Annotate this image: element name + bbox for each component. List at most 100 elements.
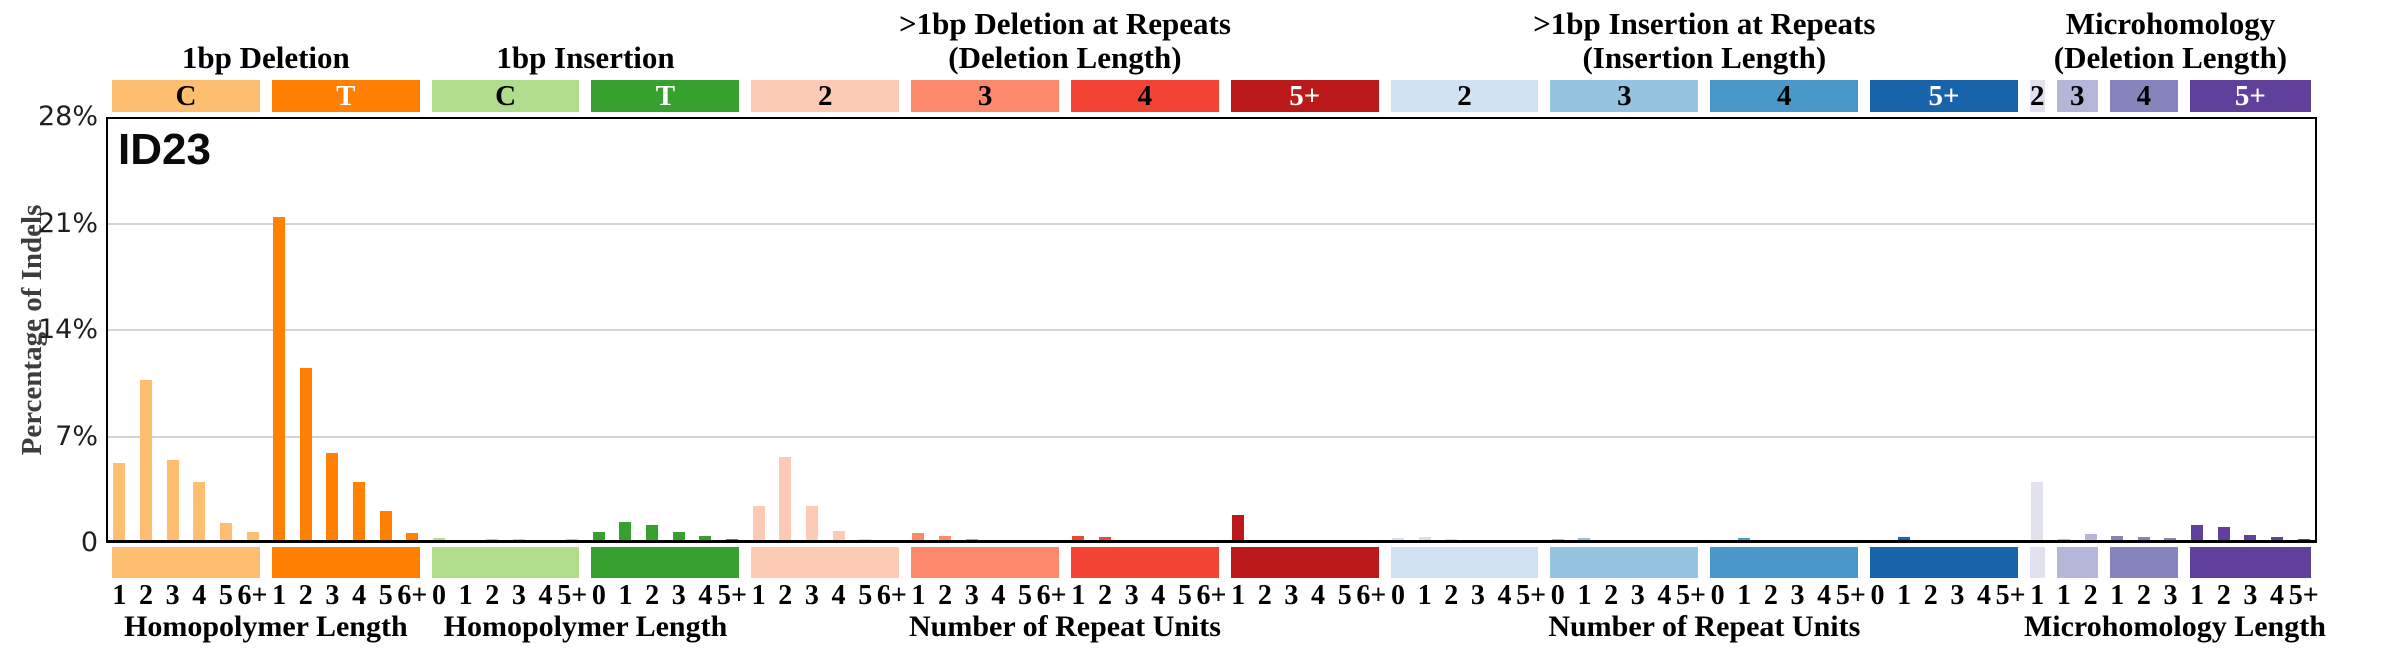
section-title: 1bp Insertion [496,40,675,76]
bar [166,460,179,541]
bar [2191,525,2204,541]
category-baseline-strip [2109,547,2178,578]
category-band-label: 3 [2069,79,2085,112]
x-tick-label: 1 [2056,580,2071,611]
bar [1098,537,1111,541]
x-tick-label: 2 [1604,580,1619,611]
x-tick-label: 3 [2163,580,2178,611]
x-tick-label: 4 [352,580,367,611]
x-tick-label: 3 [804,580,819,611]
x-tick-label: 6+ [1196,580,1227,611]
category-band-label: 2 [1457,79,1472,112]
category-band-label: 2 [2030,79,2045,112]
x-tick-label: 1 [1231,580,1246,611]
x-tick-label: 4 [1151,580,1166,611]
x-tick-label: 2 [1257,580,1272,611]
bar [1898,537,1911,541]
x-tick-label: 2 [2083,580,2098,611]
bar [859,538,872,541]
x-tick-label: 1 [1737,580,1752,611]
x-tick-label: 4 [698,580,713,611]
x-tick-label: 3 [671,580,686,611]
category-band-box: 4 [2109,80,2178,112]
x-tick-label: 3 [964,580,979,611]
x-tick-label: 6+ [1356,580,1387,611]
x-tick-label: 2 [778,580,793,611]
bar [752,506,765,541]
bar [246,531,259,541]
x-tick-label: 5 [858,580,873,611]
category-band-label: 3 [977,79,993,112]
category-band-box: 3 [1550,80,1699,112]
bar [2031,481,2044,541]
x-tick-label: 3 [1470,580,1485,611]
category-band-box: T [271,80,420,112]
category-band-box: 5+ [1230,79,1379,112]
x-tick-label: 3 [1630,580,1645,611]
x-tick-label: 5 [1177,580,1192,611]
x-tick-label: 0 [1550,580,1565,611]
category-band-box: C [431,80,580,112]
x-tick-label: 5+ [2288,580,2319,611]
bar [779,457,792,541]
x-tick-label: 1 [1417,580,1432,611]
x-tick-label: 1 [1071,580,1086,611]
bar [193,481,206,541]
bar [2084,534,2097,541]
bar [2111,536,2124,541]
x-tick-label: 2 [938,580,953,611]
category-baseline-strip [1070,547,1219,578]
bar [326,452,339,541]
bar [1418,537,1431,541]
x-tick-label: 6+ [876,580,907,611]
y-tick-label: 7% [55,420,98,452]
gridline [108,329,2315,331]
bar [432,537,445,541]
x-tick-label: 0 [1390,580,1405,611]
bar [1738,537,1751,541]
bar [2271,536,2284,541]
category-baseline-strip [591,547,740,578]
y-tick-label: 0 [80,527,98,558]
x-tick-label: 5 [378,580,393,611]
x-tick-label: 0 [431,580,446,611]
x-tick-label: 1 [2110,580,2125,611]
x-tick-label: 2 [1763,580,1778,611]
x-tick-label: 3 [1124,580,1139,611]
x-tick-label: 4 [2270,580,2285,611]
y-tick-label: 28% [37,101,98,132]
x-tick-label: 5+ [1835,580,1866,611]
y-tick-label: 21% [37,207,98,239]
category-band-box: 4 [1070,80,1219,112]
x-tick-label: 2 [2136,580,2151,611]
bar [113,463,126,541]
x-tick-label: 4 [991,580,1006,611]
bar [939,536,952,541]
category-baseline-strip [431,547,580,578]
x-tick-label: 4 [1817,580,1832,611]
x-tick-label: 1 [458,580,473,611]
category-band-label: 5+ [1928,79,1960,112]
bar [2164,537,2177,541]
category-band-label: T [655,79,676,112]
category-band-box: 4 [1710,80,1859,112]
gridline [108,222,2315,225]
bar [805,506,818,541]
category-band-box: 2 [1390,79,1539,112]
x-tick-label: 5+ [557,580,588,611]
bar [353,481,366,541]
sample-label: ID23 [118,125,211,174]
bar [1232,515,1245,541]
section-title: >1bp Insertion at Repeats (Insertion Len… [1533,5,1876,76]
category-baseline-strip [1230,547,1379,578]
category-band-label: 5+ [1289,79,1321,112]
category-band-box: 3 [911,80,1059,112]
x-tick-label: 1 [911,580,926,611]
category-band-box: 5+ [2189,80,2311,112]
bar [1072,535,1085,541]
bar [1578,538,1591,541]
x-tick-label: 6+ [1036,580,1067,611]
gridline [108,435,2315,438]
x-tick-label: 4 [1657,580,1672,611]
